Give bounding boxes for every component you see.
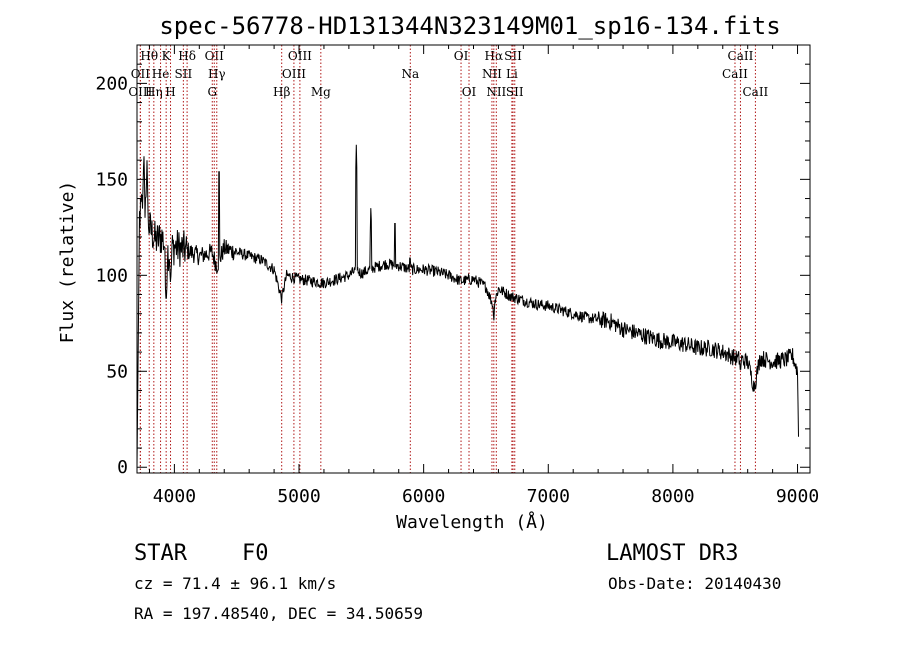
spectral-type: F0 [242,541,269,566]
spectral-line-label: Hγ [208,67,226,81]
spectral-line-label: CaII [722,67,748,81]
spectral-line-label: NII [486,85,506,99]
y-tick-label: 200 [95,73,128,94]
y-axis-label: Flux (relative) [57,181,78,344]
y-tick-label: 0 [117,457,128,478]
spectral-line-label: SII [506,85,524,99]
redshift-readout: cz = 71.4 ± 96.1 km/s [134,574,337,593]
spectral-line-label: SII [504,49,522,63]
x-tick-label: 5000 [277,486,320,507]
plot-frame [136,44,811,474]
spectral-line-label: OI [454,49,469,63]
spectral-line-label: Hβ [273,85,290,99]
spectral-line-label: Hη [145,85,163,99]
spectral-line-label: OIII [288,49,312,63]
spectral-line-label: G [207,85,217,99]
x-tick-label: 6000 [402,486,445,507]
spectral-line-label: Hθ [140,49,158,63]
survey-name: LAMOST DR3 [606,541,739,566]
x-tick-label: 8000 [651,486,694,507]
spectral-line-label: He [152,67,170,81]
spectral-line-label: Mg [311,85,331,99]
spectral-line-label: Li [506,67,518,81]
spectral-line-label: H [165,85,175,99]
y-tick-label: 150 [95,169,128,190]
x-tick-label: 7000 [527,486,570,507]
y-tick-label: 100 [95,265,128,286]
spectral-line-label: Hα [485,49,504,63]
y-tick-label: 50 [106,361,128,382]
spectral-line-label: OII [205,49,225,63]
x-tick-label: 4000 [153,486,196,507]
spectrum-line [136,144,799,468]
spectral-line-label: OI [462,85,477,99]
obs-date: Obs-Date: 20140430 [608,574,782,593]
axis-ticks: 4000 5000 6000 7000 8000 9000 0 50 100 150 200 [95,45,819,507]
spectral-line-label: NII [482,67,502,81]
spectral-line-label: OIII [128,85,152,99]
x-tick-label: 9000 [776,486,819,507]
object-class: STAR [134,541,187,566]
spectral-line-label: Na [401,67,419,81]
spectral-line-label: Hδ [178,49,196,63]
spectral-line-label: CaII [742,85,768,99]
spectral-line-label: K [162,49,172,63]
coordinates: RA = 197.48540, DEC = 34.50659 [134,604,423,623]
spectral-line-label: CaII [728,49,754,63]
spectrum-layer [136,144,799,468]
spectral-line-label: OIII [282,67,306,81]
x-axis-label: Wavelength (Å) [396,511,548,533]
spectral-line-label: SII [175,67,193,81]
chart-title: spec-56778-HD131344N323149M01_sp16-134.f… [159,12,780,40]
